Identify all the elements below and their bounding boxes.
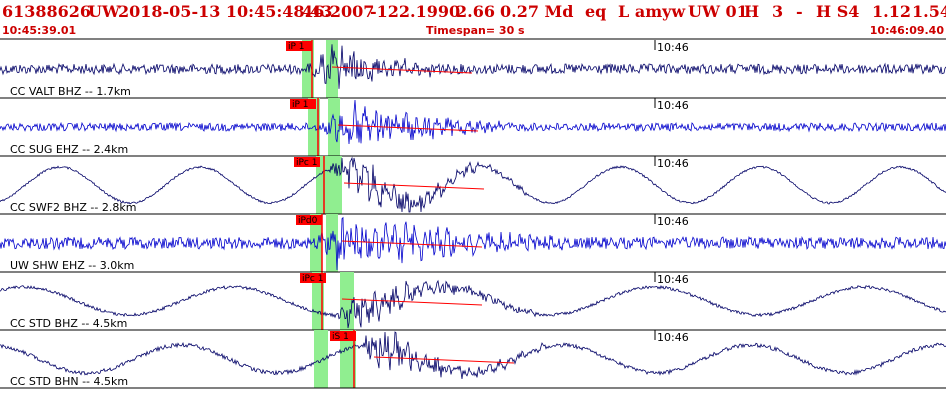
event-type: eq — [585, 2, 607, 21]
amplitude-marker — [341, 298, 483, 306]
pick-label: iPc 1 — [296, 158, 317, 168]
timespan-label: Timespan= 30 s — [426, 24, 525, 37]
header-value-1: 1.12 — [872, 2, 911, 21]
seismogram-panel[interactable]: iP 1 10:46 CC VALT BHZ -- 1.7km iP 1 10:46 CC… — [0, 38, 946, 400]
waveform — [0, 44, 946, 89]
pick-label: iPc 1 — [302, 274, 323, 284]
quality: H — [744, 2, 760, 21]
event-flags: L amyw — [618, 2, 686, 21]
magnitude: 0.27 Md — [500, 2, 574, 21]
station-label: CC SUG EHZ -- 2.4km — [10, 143, 128, 156]
time-bar: 10:45:39.01 Timespan= 30 s 10:46:09.40 — [0, 24, 946, 38]
pick-window — [314, 330, 328, 388]
pick-window — [326, 40, 338, 98]
amplitude-marker — [373, 356, 515, 364]
waveform — [0, 331, 946, 379]
longitude: -122.1990 — [370, 2, 461, 21]
station-label: UW SHW EHZ -- 3.0km — [10, 259, 134, 272]
header-value-2: 1.54 — [912, 2, 946, 21]
end-time: 10:46:09.40 — [869, 24, 944, 37]
pick-box[interactable] — [294, 157, 320, 167]
waveform — [0, 99, 946, 145]
pick-box[interactable] — [290, 99, 316, 109]
trace-row[interactable]: iPc 1 10:46 CC STD BHZ -- 4.5km — [0, 272, 946, 331]
trace-row[interactable]: iS 1 10:46 CC STD BHN -- 4.5km — [0, 330, 946, 389]
start-time: 10:45:39.01 — [2, 24, 77, 37]
pick-window — [312, 272, 324, 330]
depth: 2.66 — [456, 2, 495, 21]
minute-label: 10:46 — [657, 273, 689, 286]
waveform — [0, 216, 946, 271]
event-id: 61388626 — [2, 2, 92, 21]
pick-label: iS 1 — [332, 332, 349, 342]
station-label: CC STD BHN -- 4.5km — [10, 375, 128, 388]
pick-window — [302, 40, 314, 98]
minute-label: 10:46 — [657, 41, 689, 54]
minute-label: 10:46 — [657, 99, 689, 112]
pick-window — [340, 272, 354, 330]
amplitude-marker — [341, 240, 483, 248]
minute-label: 10:46 — [657, 331, 689, 344]
pick-box[interactable] — [296, 215, 322, 225]
pick-box[interactable] — [286, 41, 312, 51]
phase-count: 3 — [772, 2, 784, 21]
trace-row[interactable]: iP 1 10:46 CC SUG EHZ -- 2.4km — [0, 98, 946, 157]
amplitude-marker — [343, 182, 485, 190]
minute-label: 10:46 — [657, 157, 689, 170]
pick-box[interactable] — [330, 331, 356, 341]
header-hs: H S4 — [816, 2, 860, 21]
latitude: 46.2007 — [302, 2, 375, 21]
event-header: 61388626 UW 2018-05-13 10:45:48.43 46.20… — [0, 0, 946, 22]
amplitude-marker — [337, 124, 479, 132]
header-dash: - — [796, 2, 803, 21]
network-code: UW — [88, 2, 120, 21]
origin-datetime: 2018-05-13 10:45:48.43 — [118, 2, 333, 21]
pick-label: iP 1 — [292, 100, 309, 110]
pick-label: iPd0 — [298, 216, 318, 226]
author: UW 01 — [688, 2, 748, 21]
pick-window — [340, 330, 356, 388]
station-label: CC SWF2 BHZ -- 2.8km — [10, 201, 136, 214]
trace-row[interactable]: iPc 1 10:46 CC SWF2 BHZ -- 2.8km — [0, 156, 946, 215]
trace-row[interactable]: iP 1 10:46 CC VALT BHZ -- 1.7km — [0, 40, 946, 99]
waveform — [0, 156, 946, 213]
waveform — [0, 279, 946, 329]
pick-window — [310, 214, 322, 272]
station-label: CC STD BHZ -- 4.5km — [10, 317, 127, 330]
station-label: CC VALT BHZ -- 1.7km — [10, 85, 131, 98]
pick-label: iP 1 — [288, 42, 305, 52]
pick-window — [326, 214, 338, 272]
trace-row[interactable]: iPd0 10:46 UW SHW EHZ -- 3.0km — [0, 214, 946, 273]
pick-box[interactable] — [300, 273, 326, 283]
pick-window — [328, 156, 342, 214]
minute-label: 10:46 — [657, 215, 689, 228]
amplitude-marker — [331, 66, 473, 74]
